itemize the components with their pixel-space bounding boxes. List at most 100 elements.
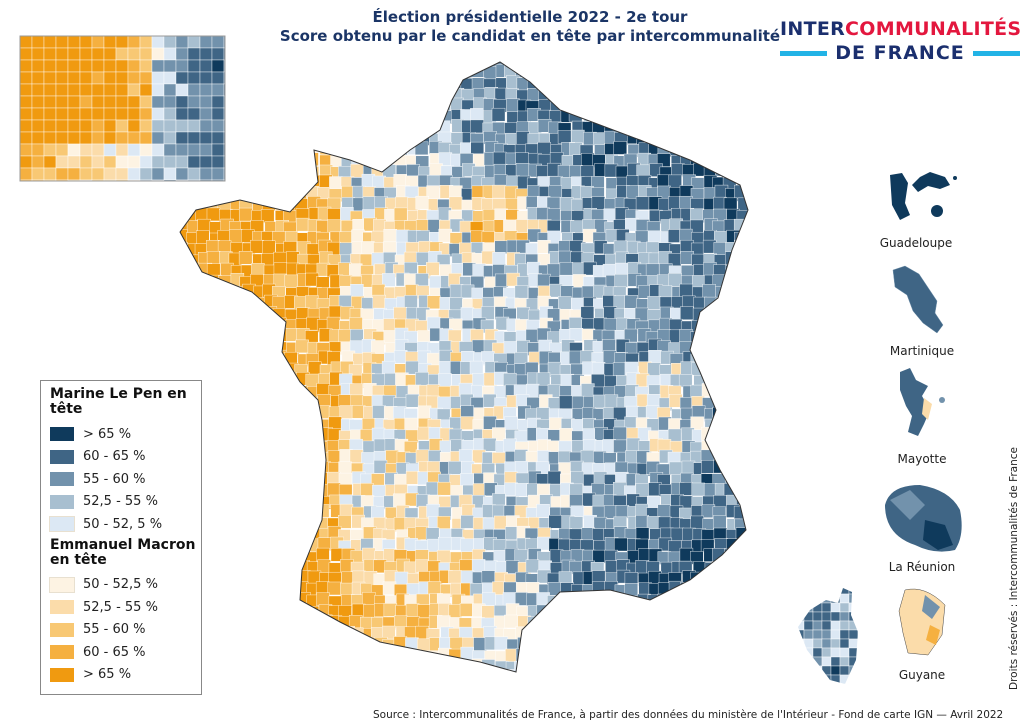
- intercommunality: [103, 143, 117, 157]
- intercommunality: [385, 78, 399, 93]
- intercommunality: [250, 372, 264, 386]
- intercommunality: [238, 439, 253, 454]
- intercommunality: [703, 649, 718, 663]
- la-reunion-map: [885, 485, 962, 552]
- intercommunality: [383, 669, 397, 672]
- intercommunality: [115, 95, 129, 109]
- intercommunality: [571, 658, 585, 672]
- intercommunality: [208, 492, 222, 507]
- intercommunality: [603, 648, 618, 662]
- intercommunality: [746, 570, 748, 584]
- intercommunality: [681, 626, 695, 641]
- intercommunality: [273, 496, 288, 510]
- intercommunality: [274, 75, 288, 90]
- intercommunality: [516, 62, 530, 67]
- intercommunality: [180, 242, 188, 256]
- intercommunality: [151, 119, 165, 133]
- intercommunality: [415, 559, 429, 573]
- intercommunality: [228, 507, 243, 521]
- intercommunality: [848, 593, 858, 604]
- label-guadeloupe: Guadeloupe: [879, 236, 953, 250]
- intercommunality: [548, 185, 562, 199]
- intercommunality: [273, 673, 286, 686]
- intercommunality: [747, 253, 748, 267]
- intercommunality: [350, 669, 364, 672]
- intercommunality: [308, 75, 322, 89]
- intercommunality: [67, 83, 81, 97]
- intercommunality: [384, 67, 398, 81]
- intercommunality: [326, 626, 341, 640]
- intercommunality: [821, 674, 832, 684]
- intercommunality: [395, 673, 408, 686]
- intercommunality: [43, 155, 57, 169]
- intercommunality: [307, 130, 322, 144]
- intercommunality: [692, 581, 706, 595]
- intercommunality: [746, 274, 748, 289]
- intercommunality: [361, 241, 375, 255]
- intercommunality: [714, 395, 729, 409]
- intercommunality: [273, 361, 287, 375]
- intercommunality: [275, 97, 289, 111]
- intercommunality: [548, 626, 563, 641]
- intercommunality: [648, 350, 662, 364]
- intercommunality: [263, 163, 277, 177]
- intercommunality: [613, 669, 628, 672]
- intercommunality: [415, 449, 430, 464]
- intercommunality: [830, 611, 841, 622]
- intercommunality: [219, 396, 233, 410]
- intercommunality: [747, 419, 748, 433]
- intercommunality: [206, 484, 221, 498]
- intercommunality: [559, 197, 574, 211]
- intercommunality: [372, 62, 387, 67]
- intercommunality: [472, 339, 486, 354]
- intercommunality: [239, 153, 254, 167]
- intercommunality: [613, 636, 627, 650]
- intercommunality: [812, 588, 823, 595]
- intercommunality: [812, 593, 823, 604]
- intercommunality: [252, 496, 266, 510]
- intercommunality: [538, 636, 552, 651]
- intercommunality: [440, 62, 454, 68]
- intercommunality: [217, 308, 231, 322]
- intercommunality: [704, 660, 719, 672]
- intercommunality: [242, 65, 256, 80]
- intercommunality: [857, 638, 858, 649]
- intercommunality: [638, 659, 652, 672]
- intercommunality: [528, 66, 542, 81]
- intercommunality: [798, 588, 805, 595]
- logo-bar-right: [972, 50, 1021, 56]
- intercommunality: [726, 154, 740, 168]
- intercommunality: [209, 429, 223, 443]
- intercommunality: [547, 659, 561, 672]
- intercommunality: [262, 627, 276, 641]
- intercommunality: [175, 131, 189, 145]
- intercommunality: [206, 405, 221, 420]
- intercommunality: [163, 83, 177, 97]
- intercommunality: [559, 616, 573, 630]
- intercommunality: [263, 495, 278, 509]
- intercommunality: [229, 229, 243, 243]
- intercommunality: [703, 320, 717, 334]
- intercommunality: [264, 548, 279, 562]
- intercommunality: [747, 285, 748, 299]
- intercommunality: [31, 95, 45, 109]
- intercommunality: [286, 110, 300, 124]
- intercommunality: [253, 561, 267, 575]
- intercommunality: [848, 629, 858, 640]
- intercommunality: [239, 88, 254, 102]
- intercommunality: [262, 66, 277, 80]
- intercommunality: [429, 163, 443, 177]
- intercommunality: [604, 110, 618, 124]
- intercommunality: [43, 179, 57, 181]
- intercommunality: [681, 143, 695, 158]
- intercommunality: [55, 107, 69, 121]
- intercommunality: [678, 374, 693, 388]
- intercommunality: [374, 648, 388, 663]
- intercommunality: [624, 295, 638, 309]
- intercommunality: [55, 83, 69, 97]
- intercommunality: [668, 669, 682, 672]
- intercommunality: [211, 143, 225, 157]
- intercommunality: [31, 155, 45, 169]
- intercommunality: [263, 152, 277, 166]
- intercommunality: [139, 167, 153, 181]
